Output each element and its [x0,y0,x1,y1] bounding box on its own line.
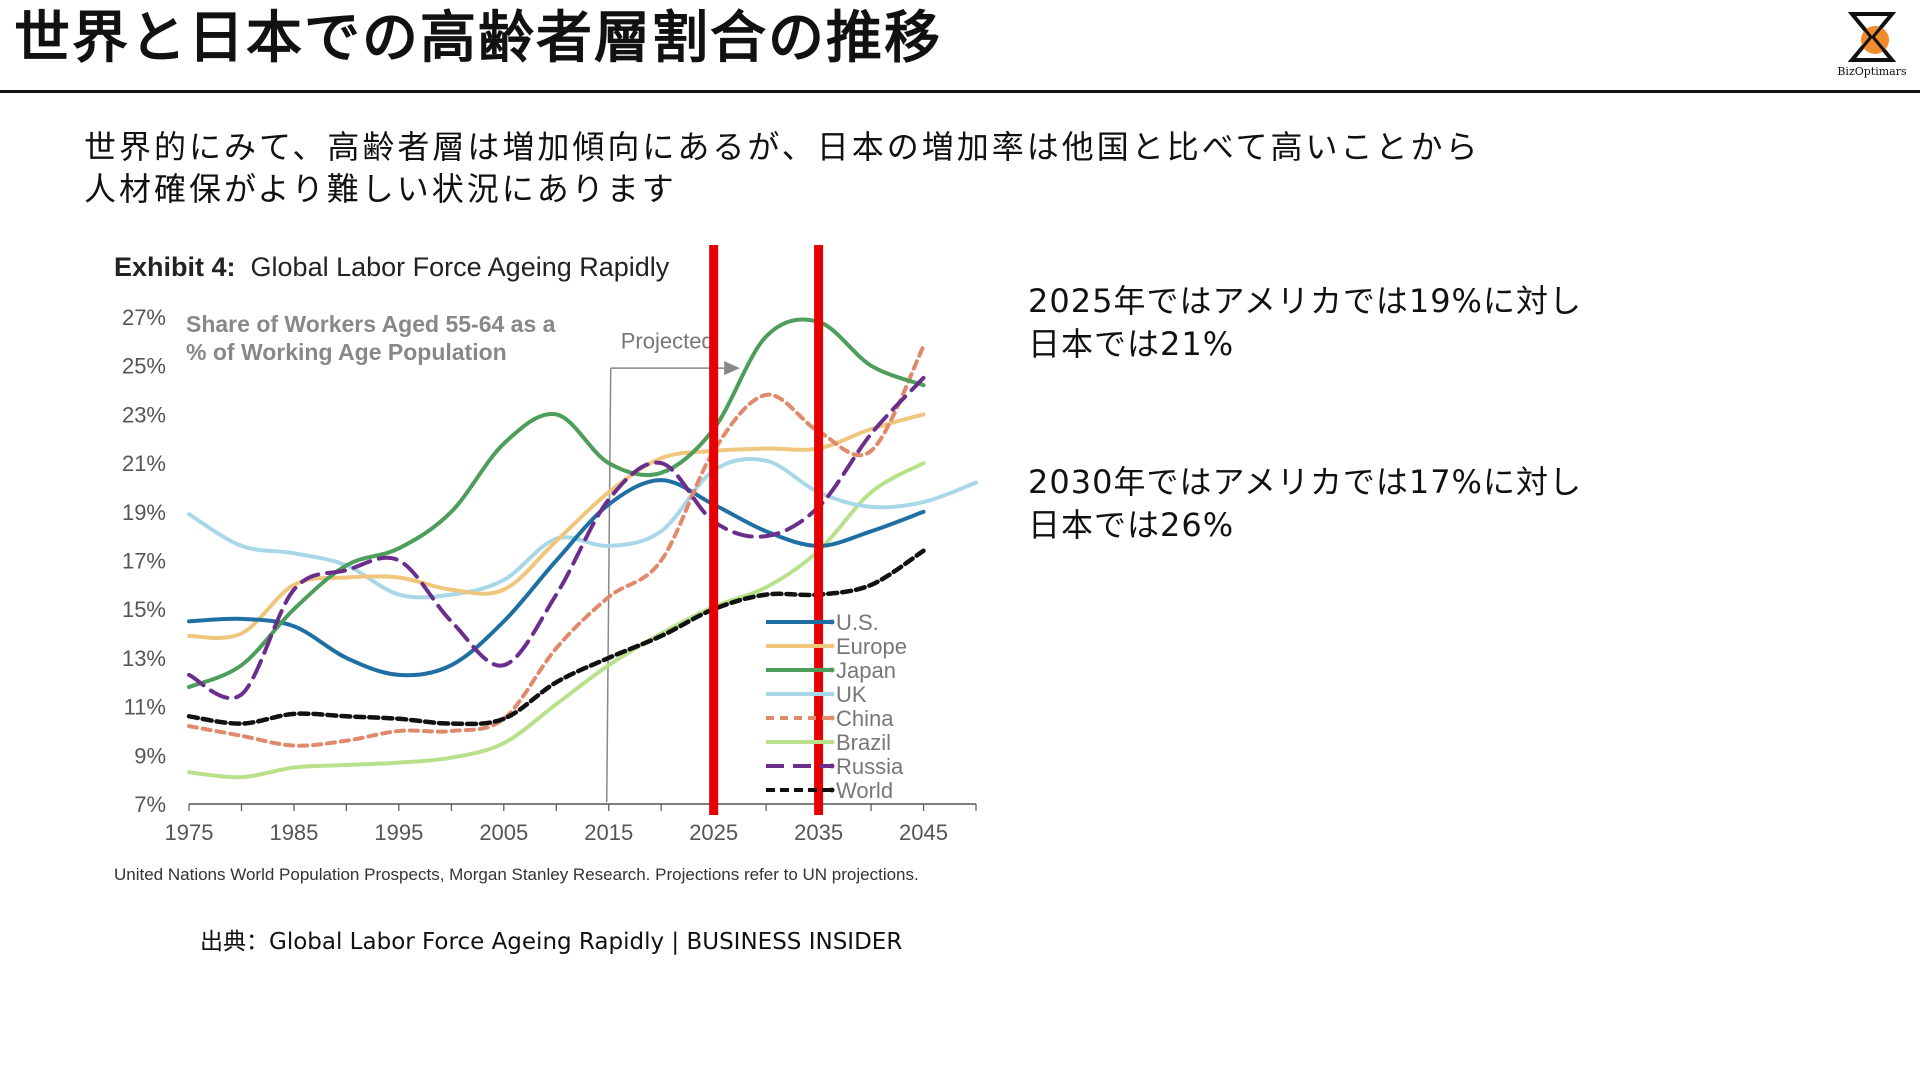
note-2030: 2030年ではアメリカでは17%に対し 日本では26% [1028,461,1582,547]
note-2030-line-1: 2030年ではアメリカでは17%に対し [1028,463,1582,501]
hourglass-logo-icon [1847,12,1897,62]
source-credit: 出典：Global Labor Force Ageing Rapidly | B… [200,929,903,955]
intro-text: 世界的にみて、高齢者層は増加傾向にあるが、日本の増加率は他国と比べて高いことから… [84,126,1480,210]
note-2030-line-2: 日本では26% [1028,506,1235,544]
chart-title-text: Global Labor Force Ageing Rapidly [250,252,670,282]
intro-line-2: 人材確保がより難しい状況にあります [84,170,677,208]
note-2025-line-1: 2025年ではアメリカでは19%に対し [1028,282,1582,320]
chart-panel [108,240,981,897]
page-title: 世界と日本での高齢者層割合の推移 [14,6,942,71]
chart-title: Exhibit 4: Global Labor Force Ageing Rap… [114,252,669,283]
chart-title-prefix: Exhibit 4: [114,252,236,282]
bizoptimars-logo: BizOptimars [1826,10,1918,80]
logo-text: BizOptimars [1837,65,1907,78]
header-bar: 世界と日本での高齢者層割合の推移 BizOptimars [0,0,1920,93]
note-2025-line-2: 日本では21% [1028,325,1235,363]
intro-line-1: 世界的にみて、高齢者層は増加傾向にあるが、日本の増加率は他国と比べて高いことから [84,128,1481,166]
note-2025: 2025年ではアメリカでは19%に対し 日本では21% [1028,280,1582,366]
